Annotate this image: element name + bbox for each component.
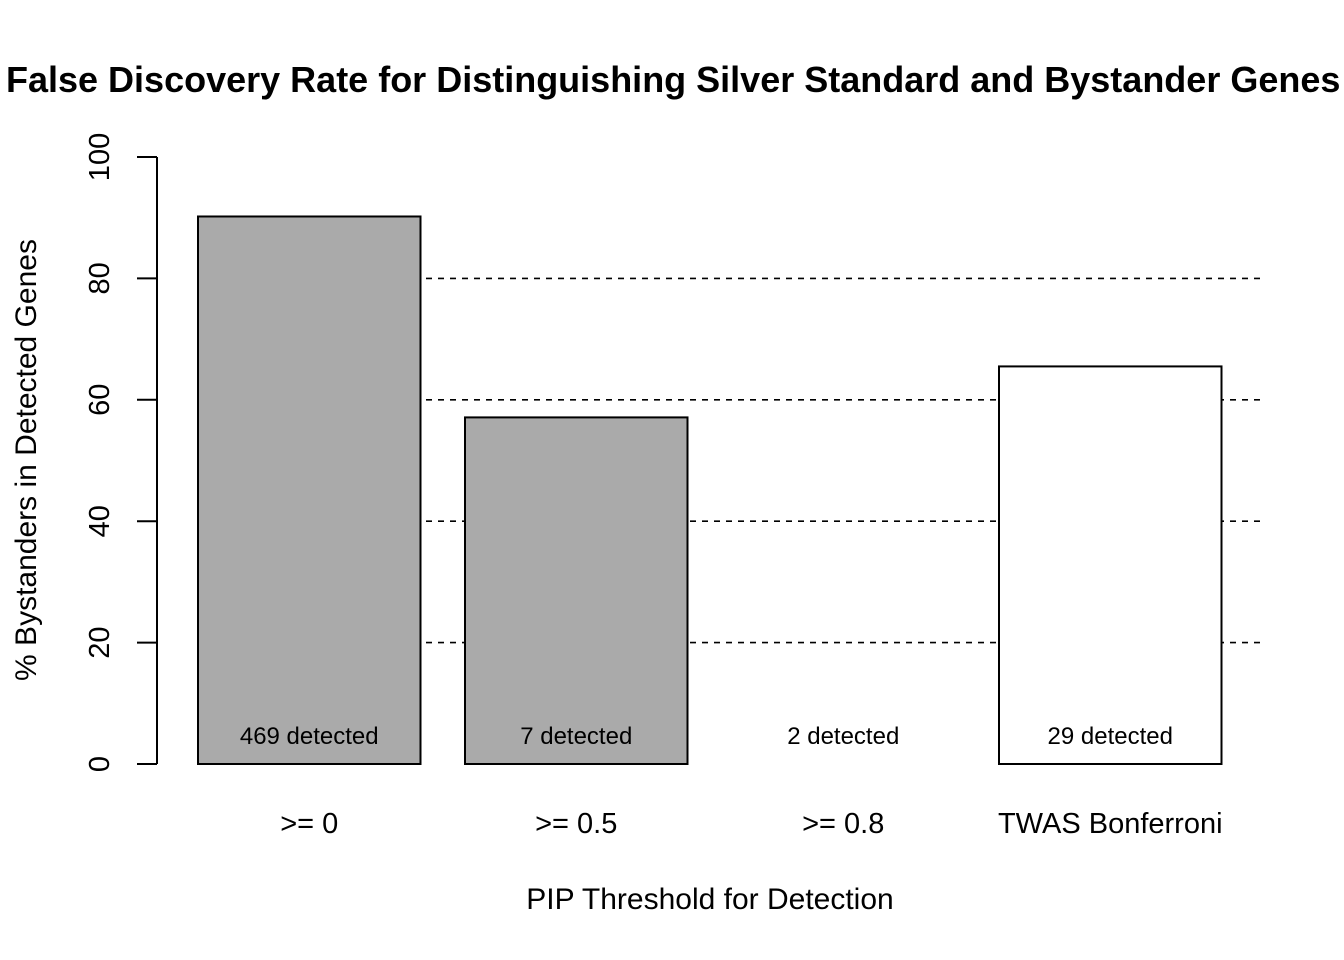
data-label-3: 29 detected [1048, 723, 1173, 750]
x-tick-labels: >= 0 >= 0.5 >= 0.8 TWAS Bonferroni [280, 808, 1222, 840]
data-label-2: 2 detected [787, 723, 899, 750]
x-tick-label-2: >= 0.8 [802, 808, 884, 840]
bar-3 [998, 365, 1223, 765]
y-tick-label-2: 40 [84, 505, 116, 537]
x-tick-label-1: >= 0.5 [535, 808, 617, 840]
chart-title: False Discovery Rate for Distinguishing … [6, 59, 1340, 100]
bar-1 [464, 416, 689, 765]
x-tick-label-0: >= 0 [280, 808, 338, 840]
y-axis: 0 20 40 60 80 100 [84, 133, 158, 772]
x-tick-label-3: TWAS Bonferroni [998, 808, 1223, 840]
x-axis-label: PIP Threshold for Detection [526, 883, 893, 916]
data-labels: 469 detected 7 detected 2 detected 29 detec… [240, 723, 1173, 750]
data-label-0: 469 detected [240, 723, 379, 750]
y-tick-label-5: 100 [84, 133, 116, 181]
y-axis-label: % Bystanders in Detected Genes [10, 239, 43, 681]
y-tick-label-1: 20 [84, 626, 116, 658]
y-tick-label-3: 60 [84, 384, 116, 416]
data-label-1: 7 detected [520, 723, 632, 750]
bars [197, 215, 1223, 765]
y-tick-label-0: 0 [84, 756, 116, 772]
y-tick-label-4: 80 [84, 262, 116, 294]
bar-0 [197, 215, 422, 765]
